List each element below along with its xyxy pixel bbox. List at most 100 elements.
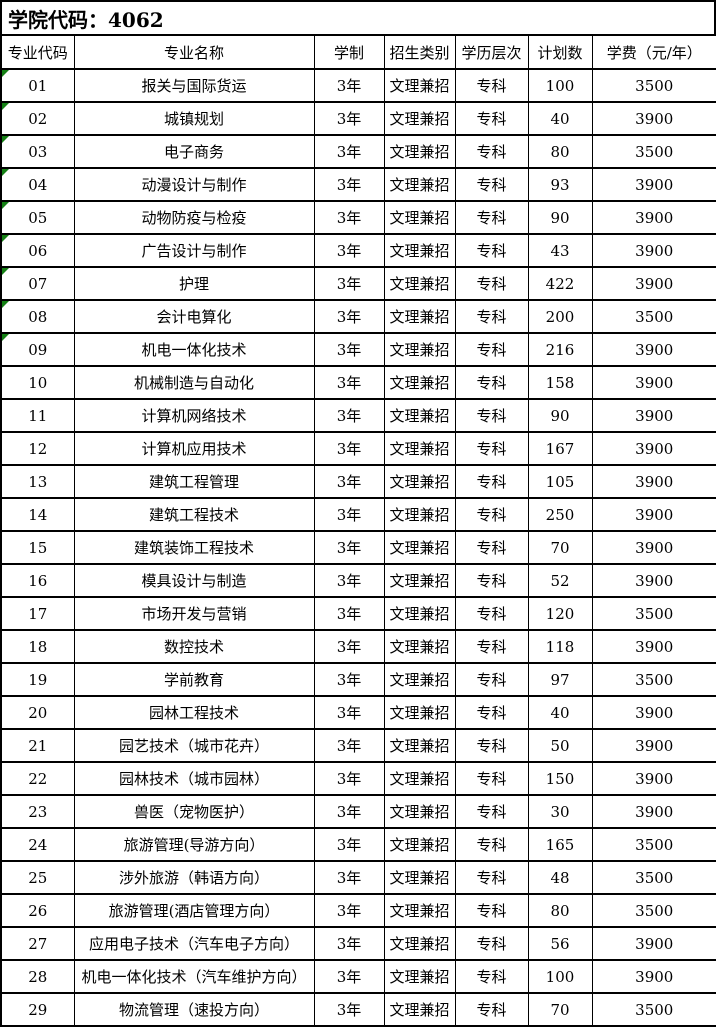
cell-level: 专科 (454, 365, 529, 400)
cell-code: 05 (0, 200, 75, 235)
column-header-category: 招生类别 (383, 34, 456, 70)
cell-duration: 3年 (313, 563, 385, 598)
cell-fee: 3900 (591, 629, 716, 664)
cell-duration: 3年 (313, 497, 385, 532)
cell-category: 文理兼招 (383, 431, 456, 466)
cell-flag-triangle-icon (2, 269, 9, 275)
cell-duration: 3年 (313, 629, 385, 664)
cell-duration: 3年 (313, 992, 385, 1027)
cell-plan: 167 (527, 431, 593, 466)
cell-name: 建筑工程技术 (73, 497, 315, 532)
cell-category: 文理兼招 (383, 497, 456, 532)
cell-category: 文理兼招 (383, 662, 456, 697)
cell-name: 市场开发与营销 (73, 596, 315, 631)
cell-plan: 80 (527, 893, 593, 928)
cell-fee: 3900 (591, 167, 716, 202)
cell-code: 07 (0, 266, 75, 301)
cell-plan: 52 (527, 563, 593, 598)
cell-plan: 90 (527, 200, 593, 235)
cell-code: 15 (0, 530, 75, 565)
cell-category: 文理兼招 (383, 398, 456, 433)
cell-plan: 422 (527, 266, 593, 301)
cell-category: 文理兼招 (383, 629, 456, 664)
cell-code: 23 (0, 794, 75, 829)
cell-level: 专科 (454, 827, 529, 862)
cell-category: 文理兼招 (383, 101, 456, 136)
cell-name: 广告设计与制作 (73, 233, 315, 268)
table-row: 26 旅游管理(酒店管理方向） 3年 文理兼招 专科 80 3500 (0, 893, 716, 928)
cell-name: 建筑装饰工程技术 (73, 530, 315, 565)
cell-level: 专科 (454, 695, 529, 730)
cell-name: 园艺技术（城市花卉） (73, 728, 315, 763)
cell-plan: 97 (527, 662, 593, 697)
table-row: 03 电子商务 3年 文理兼招 专科 80 3500 (0, 134, 716, 169)
cell-fee: 3900 (591, 926, 716, 961)
cell-name: 护理 (73, 266, 315, 301)
table-row: 24 旅游管理(导游方向） 3年 文理兼招 专科 165 3500 (0, 827, 716, 862)
cell-plan: 105 (527, 464, 593, 499)
cell-code: 18 (0, 629, 75, 664)
cell-fee: 3900 (591, 200, 716, 235)
cell-plan: 100 (527, 68, 593, 103)
cell-category: 文理兼招 (383, 167, 456, 202)
cell-category: 文理兼招 (383, 134, 456, 169)
cell-code: 26 (0, 893, 75, 928)
cell-category: 文理兼招 (383, 266, 456, 301)
table-row: 28 机电一体化技术（汽车维护方向） 3年 文理兼招 专科 100 3900 (0, 959, 716, 994)
cell-code: 24 (0, 827, 75, 862)
cell-category: 文理兼招 (383, 200, 456, 235)
cell-category: 文理兼招 (383, 332, 456, 367)
cell-duration: 3年 (313, 794, 385, 829)
table-row: 07 护理 3年 文理兼招 专科 422 3900 (0, 266, 716, 301)
cell-name: 建筑工程管理 (73, 464, 315, 499)
cell-plan: 80 (527, 134, 593, 169)
cell-fee: 3500 (591, 860, 716, 895)
cell-level: 专科 (454, 464, 529, 499)
cell-level: 专科 (454, 860, 529, 895)
cell-code: 13 (0, 464, 75, 499)
cell-code: 03 (0, 134, 75, 169)
column-header-duration: 学制 (313, 34, 385, 70)
cell-duration: 3年 (313, 761, 385, 796)
table-row: 16 模具设计与制造 3年 文理兼招 专科 52 3900 (0, 563, 716, 598)
table-body: 01 报关与国际货运 3年 文理兼招 专科 100 3500 02 城镇规划 3年 文理兼招 专科 40… (0, 68, 716, 1027)
table-row: 04 动漫设计与制作 3年 文理兼招 专科 93 3900 (0, 167, 716, 202)
cell-plan: 56 (527, 926, 593, 961)
column-header-major-name: 专业名称 (73, 34, 315, 70)
table-row: 17 市场开发与营销 3年 文理兼招 专科 120 3500 (0, 596, 716, 631)
table-row: 15 建筑装饰工程技术 3年 文理兼招 专科 70 3900 (0, 530, 716, 565)
cell-fee: 3900 (591, 464, 716, 499)
cell-duration: 3年 (313, 926, 385, 961)
cell-duration: 3年 (313, 959, 385, 994)
cell-level: 专科 (454, 530, 529, 565)
cell-category: 文理兼招 (383, 365, 456, 400)
cell-fee: 3900 (591, 332, 716, 367)
table-row: 21 园艺技术（城市花卉） 3年 文理兼招 专科 50 3900 (0, 728, 716, 763)
cell-fee: 3900 (591, 728, 716, 763)
cell-category: 文理兼招 (383, 596, 456, 631)
cell-duration: 3年 (313, 365, 385, 400)
cell-name: 数控技术 (73, 629, 315, 664)
cell-duration: 3年 (313, 101, 385, 136)
cell-level: 专科 (454, 893, 529, 928)
cell-duration: 3年 (313, 266, 385, 301)
cell-code: 06 (0, 233, 75, 268)
cell-plan: 250 (527, 497, 593, 532)
cell-level: 专科 (454, 728, 529, 763)
cell-duration: 3年 (313, 860, 385, 895)
table-row: 29 物流管理（速投方向） 3年 文理兼招 专科 70 3500 (0, 992, 716, 1027)
cell-category: 文理兼招 (383, 728, 456, 763)
cell-fee: 3500 (591, 662, 716, 697)
cell-name: 园林技术（城市园林） (73, 761, 315, 796)
cell-name: 涉外旅游（韩语方向） (73, 860, 315, 895)
table-row: 05 动物防疫与检疫 3年 文理兼招 专科 90 3900 (0, 200, 716, 235)
cell-plan: 70 (527, 992, 593, 1027)
cell-duration: 3年 (313, 728, 385, 763)
cell-category: 文理兼招 (383, 299, 456, 334)
cell-flag-triangle-icon (2, 335, 9, 341)
cell-flag-triangle-icon (2, 203, 9, 209)
cell-name: 会计电算化 (73, 299, 315, 334)
cell-level: 专科 (454, 266, 529, 301)
cell-code: 10 (0, 365, 75, 400)
